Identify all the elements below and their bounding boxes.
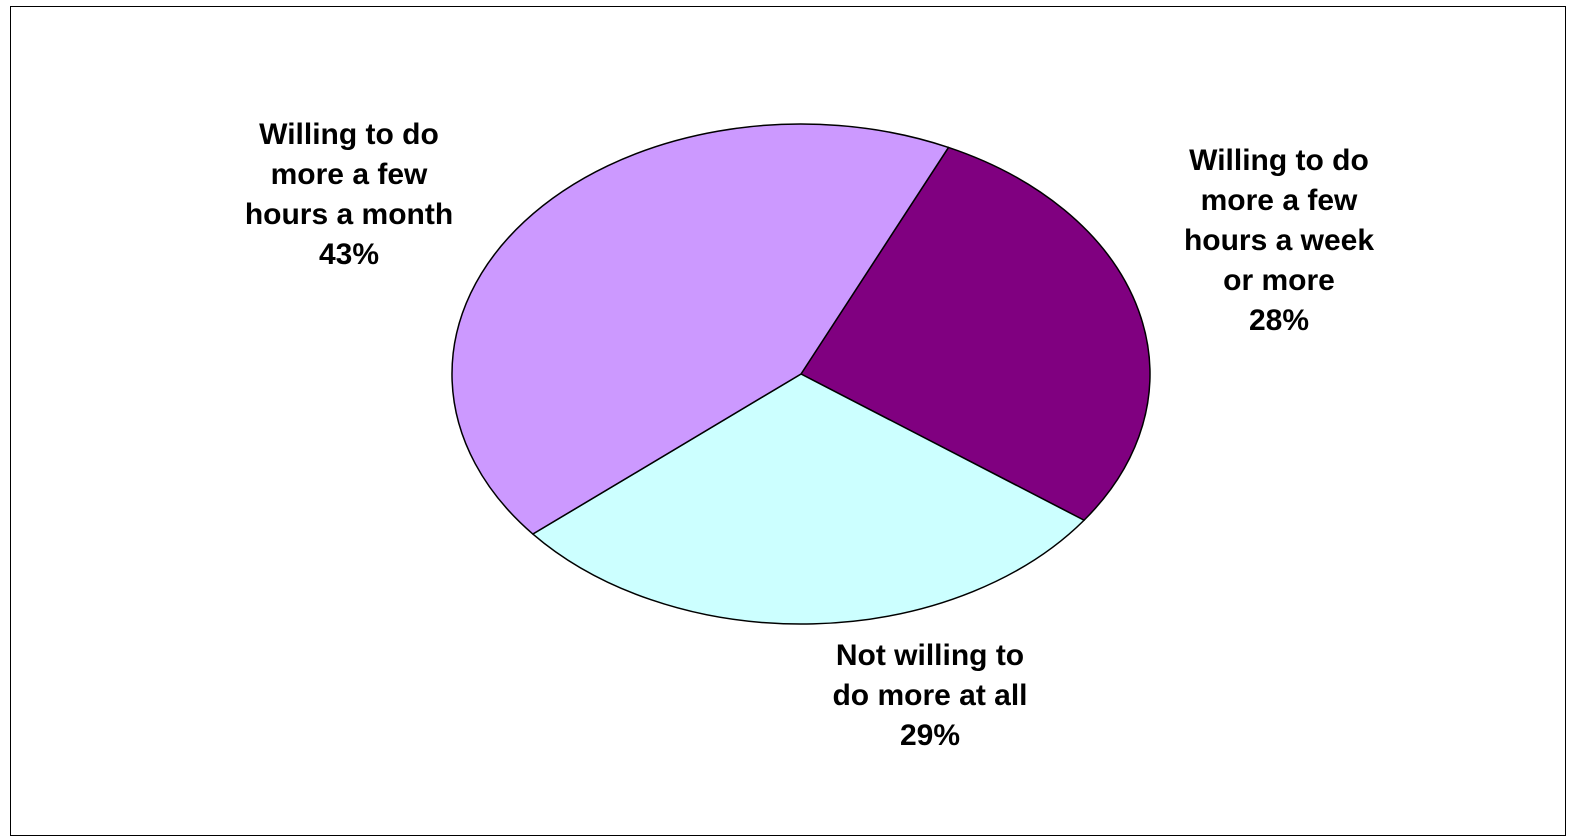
slice-category-label-line: Willing to do xyxy=(1189,144,1369,177)
pie-slice-2 xyxy=(532,373,1085,625)
pie-slices xyxy=(451,123,1151,625)
slice-category-label-line: or more xyxy=(1223,264,1335,297)
slice-category-label-line: Not willing to xyxy=(836,639,1024,672)
slice-category-label-line: Willing to do xyxy=(259,118,439,151)
slice-category-label-line: more a few xyxy=(271,158,428,191)
slice-category-label-line: hours a month xyxy=(245,198,453,231)
slice-percent-label: 29% xyxy=(900,719,960,752)
pie-slice-3 xyxy=(451,123,950,535)
slice-category-label-line: more a few xyxy=(1201,184,1358,217)
slice-percent-label: 28% xyxy=(1249,304,1309,337)
slice-category-label-line: do more at all xyxy=(832,679,1027,712)
slice-percent-label: 43% xyxy=(319,238,379,271)
pie-labels: Willing to do more a few hours a week or mo… xyxy=(245,118,1375,752)
slice-label-3: Willing to do more a few hours a month 43% xyxy=(245,118,453,271)
slice-category-label-line: hours a week xyxy=(1184,224,1374,257)
slice-label-2: Not willing to do more at all 29% xyxy=(832,639,1027,752)
slice-label-1: Willing to do more a few hours a week or mo… xyxy=(1184,144,1374,337)
